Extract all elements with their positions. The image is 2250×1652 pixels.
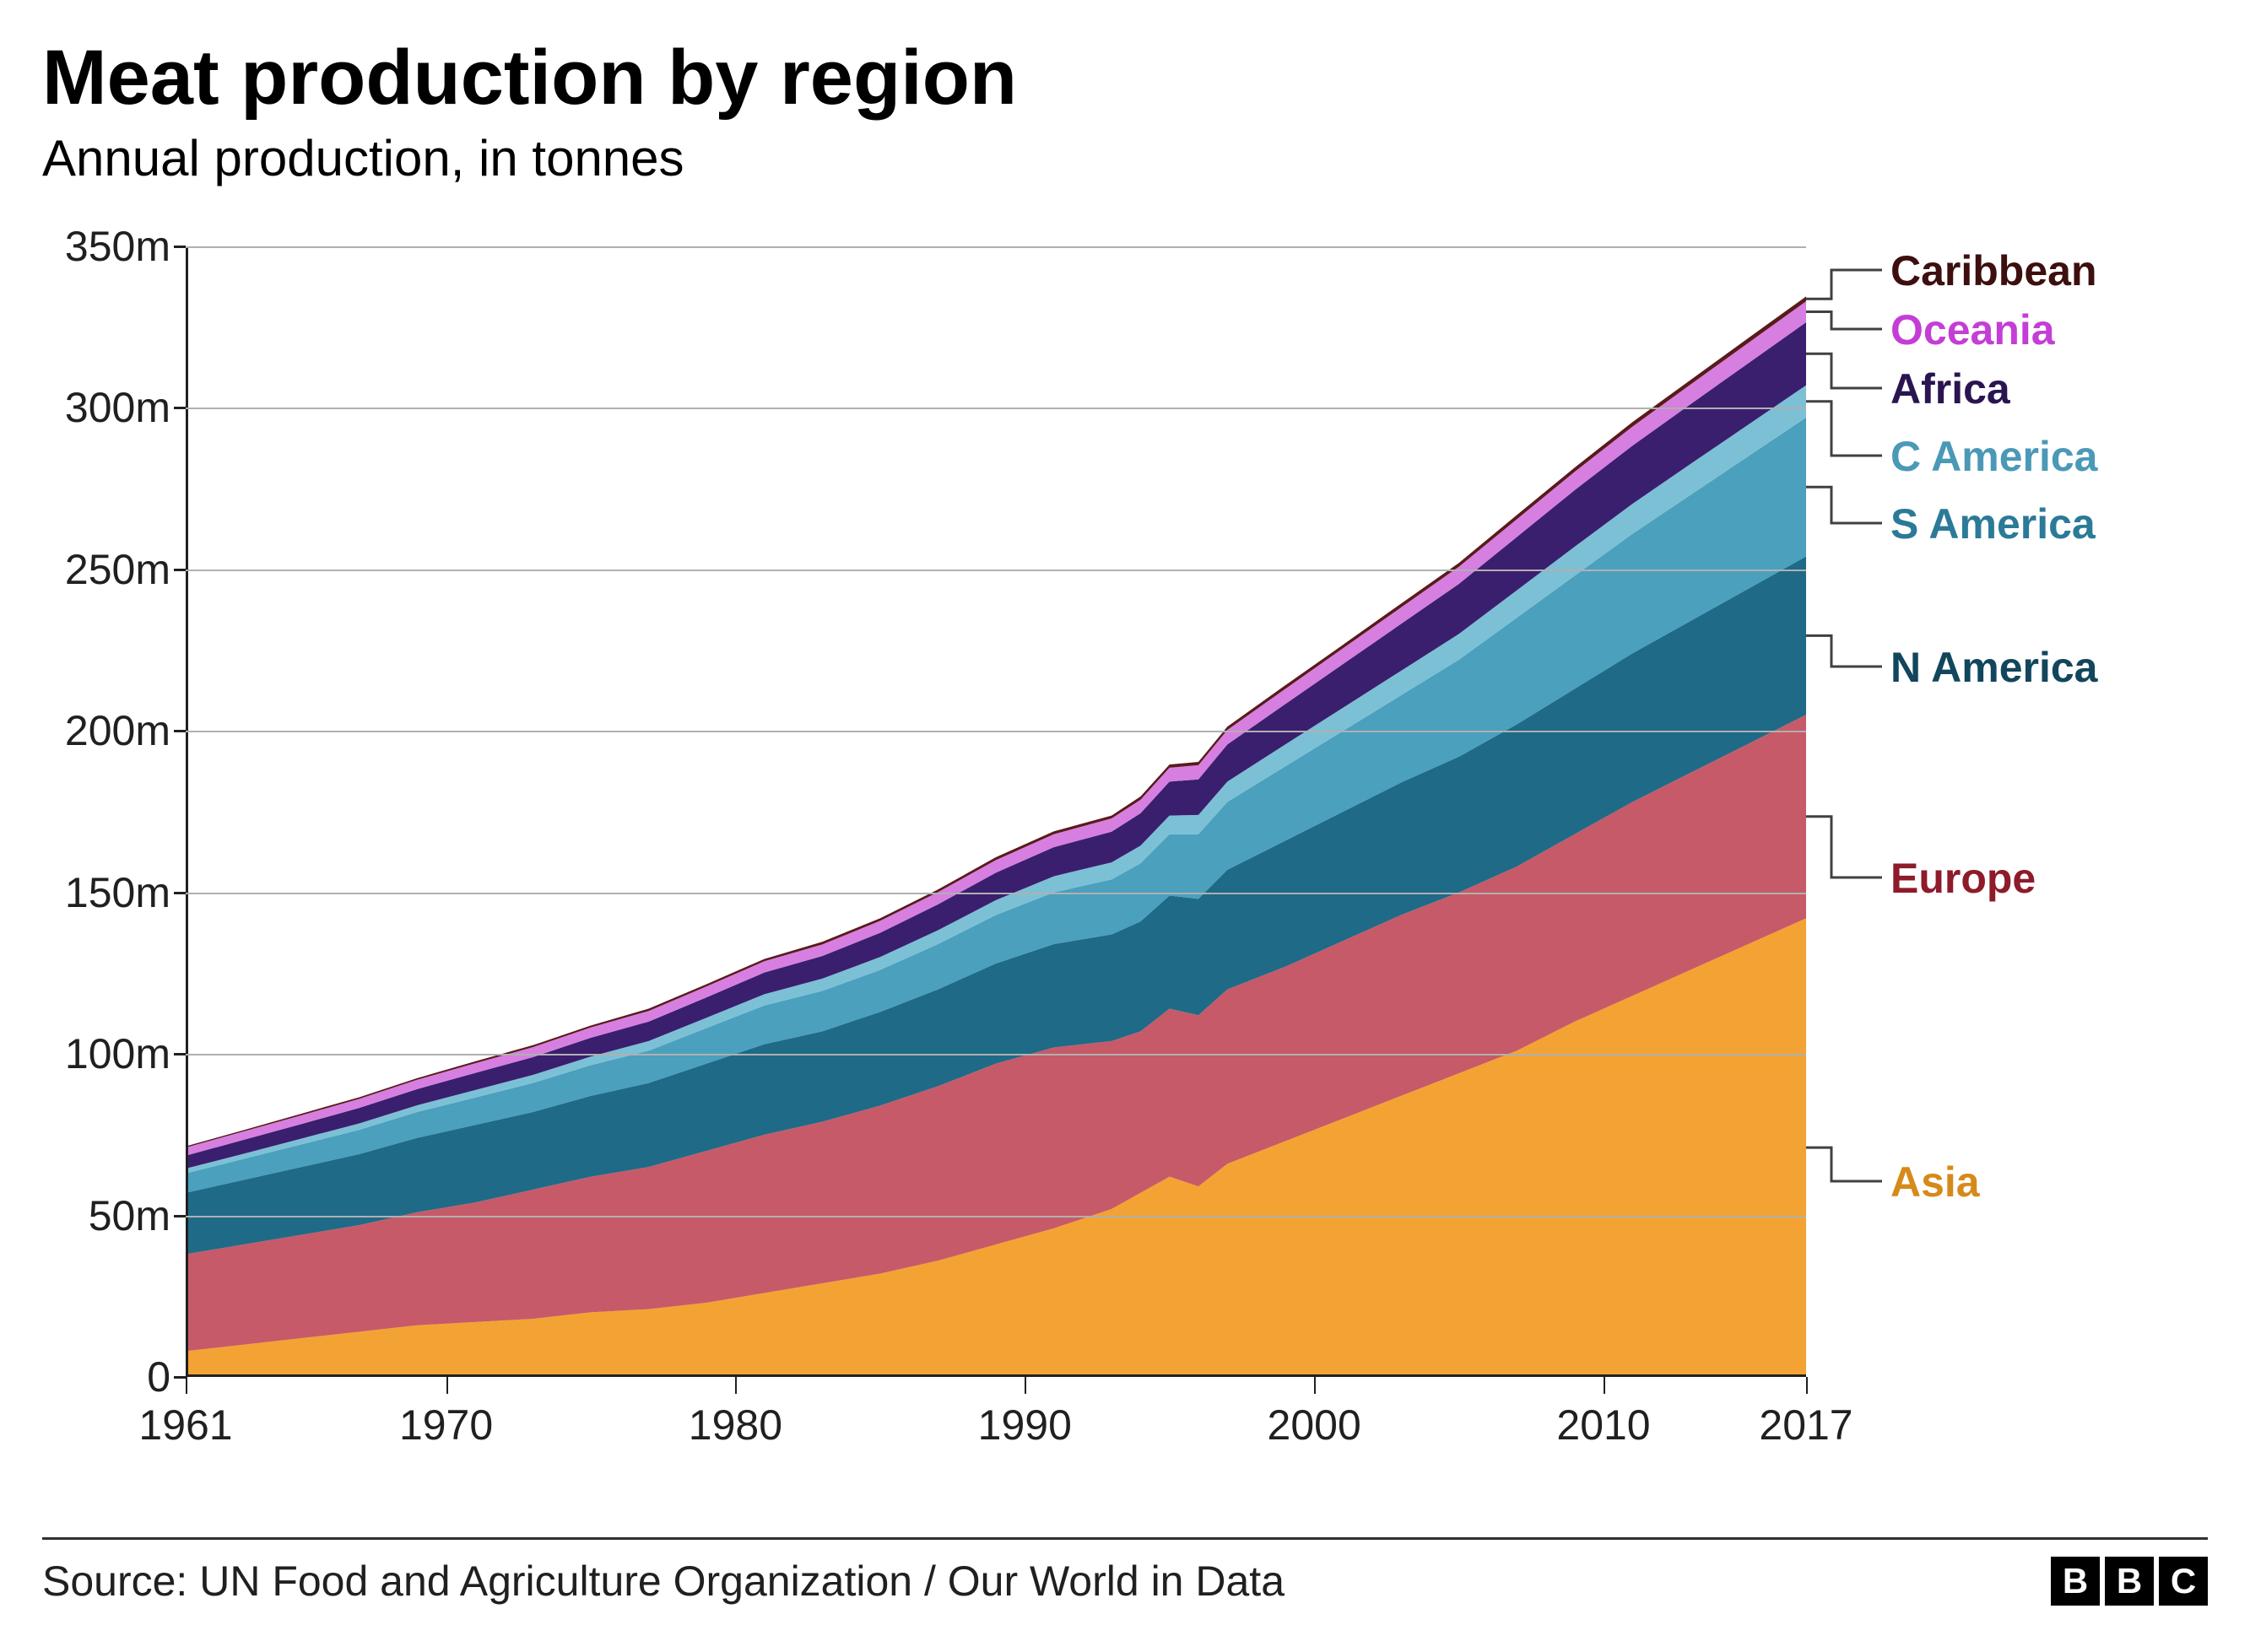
legend-item-asia: Asia <box>1890 1158 1980 1207</box>
bbc-box-3: C <box>2159 1557 2208 1606</box>
gridline <box>186 408 1806 409</box>
y-tick-label: 150m <box>65 868 186 917</box>
gridline <box>186 246 1806 248</box>
chart-subtitle: Annual production, in tonnes <box>42 129 2208 187</box>
y-tick <box>174 246 186 248</box>
legend-item-caribbean: Caribbean <box>1890 246 2097 295</box>
legend-connector <box>1806 817 1882 877</box>
y-tick <box>174 892 186 894</box>
x-tick <box>446 1377 448 1394</box>
bbc-box-2: B <box>2105 1557 2154 1606</box>
gridline <box>186 570 1806 571</box>
y-tick-label: 250m <box>65 545 186 594</box>
legend-connector <box>1806 270 1882 299</box>
legend-item-europe: Europe <box>1890 854 2036 903</box>
y-axis-line <box>186 246 188 1377</box>
chart-area: 050m100m150m200m250m300m350m 1961 1970 198… <box>42 213 2208 1512</box>
x-tick-label: 2010 <box>1556 1401 1650 1450</box>
y-tick-label: 350m <box>65 222 186 271</box>
legend-connector <box>1806 402 1882 456</box>
y-tick-label: 50m <box>89 1191 186 1240</box>
legend: Caribbean Oceania Africa C America S America… <box>1831 246 2250 1377</box>
legend-connector <box>1806 635 1882 667</box>
y-tick-label: 100m <box>65 1029 186 1078</box>
x-tick <box>1806 1377 1808 1394</box>
x-tick-label: 2000 <box>1268 1401 1361 1450</box>
legend-connector <box>1806 312 1882 329</box>
chart-title: Meat production by region <box>42 34 2208 122</box>
legend-connector <box>1806 1147 1882 1181</box>
y-tick <box>174 730 186 732</box>
y-tick <box>174 1376 186 1379</box>
chart-container: Meat production by region Annual product… <box>0 0 2250 1652</box>
legend-connectors <box>1806 246 2250 1377</box>
footer: Source: UN Food and Agriculture Organiza… <box>42 1537 2208 1606</box>
x-tick <box>1604 1377 1605 1394</box>
gridline <box>186 731 1806 732</box>
y-tick <box>174 1215 186 1217</box>
x-tick-label: 1980 <box>689 1401 782 1450</box>
area-chart-svg <box>186 246 1806 1377</box>
legend-item-n-america: N America <box>1890 643 2097 692</box>
bbc-box-1: B <box>2051 1557 2100 1606</box>
x-axis: 1961197019801990200020102017 <box>186 1377 1806 1461</box>
x-tick <box>735 1377 737 1394</box>
y-tick <box>174 569 186 571</box>
legend-connector <box>1806 354 1882 388</box>
x-tick-label: 1990 <box>978 1401 1072 1450</box>
y-tick-label: 200m <box>65 706 186 755</box>
legend-item-africa: Africa <box>1890 364 2010 413</box>
gridline <box>186 1054 1806 1055</box>
x-tick-label: 1961 <box>138 1401 232 1450</box>
gridline <box>186 893 1806 894</box>
gridline <box>186 1216 1806 1217</box>
x-tick-label: 2017 <box>1759 1401 1852 1450</box>
legend-item-s-america: S America <box>1890 499 2096 548</box>
x-tick <box>186 1377 187 1394</box>
x-tick-label: 1970 <box>399 1401 493 1450</box>
plot-area: 050m100m150m200m250m300m350m <box>186 246 1806 1377</box>
y-tick <box>174 1053 186 1055</box>
legend-connector <box>1806 487 1882 523</box>
bbc-logo: B B C <box>2051 1557 2208 1606</box>
x-tick <box>1025 1377 1026 1394</box>
legend-item-oceania: Oceania <box>1890 305 2055 354</box>
y-tick-label: 300m <box>65 383 186 432</box>
legend-item-c-america: C America <box>1890 432 2097 481</box>
source-text: Source: UN Food and Agriculture Organiza… <box>42 1557 1285 1606</box>
y-tick <box>174 407 186 409</box>
x-tick <box>1314 1377 1316 1394</box>
